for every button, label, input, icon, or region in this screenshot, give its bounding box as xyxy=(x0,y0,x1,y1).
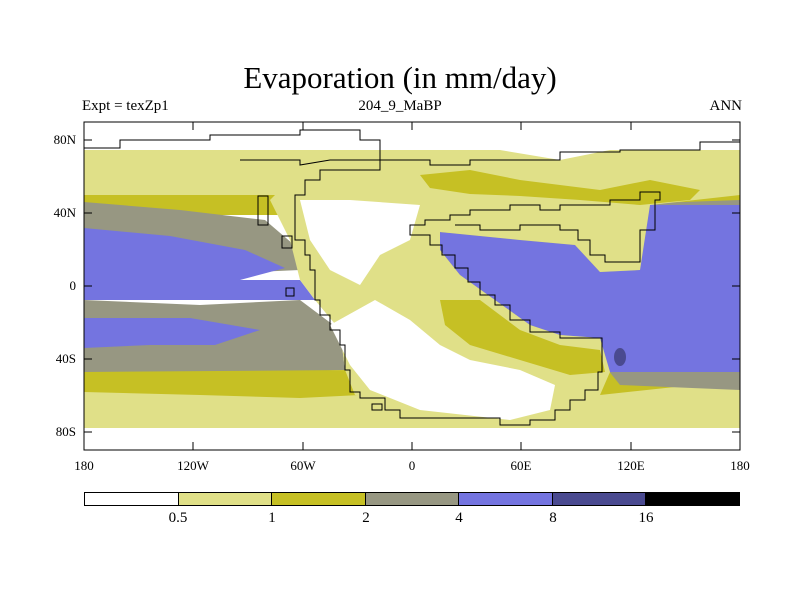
colorbar xyxy=(84,492,740,506)
y-tick-label: 40S xyxy=(55,351,76,366)
plot-title: Evaporation (in mm/day) xyxy=(243,60,557,95)
colorbar-label: 16 xyxy=(638,510,654,526)
colorbar-swatch xyxy=(178,493,273,505)
colorbar-swatch xyxy=(552,493,647,505)
pacific-south-blue xyxy=(84,318,260,348)
pangaea-south-white xyxy=(330,300,555,420)
x-tick-label: 120W xyxy=(177,458,209,473)
x-tick-label: 60E xyxy=(510,458,532,473)
x-tick-label: 120E xyxy=(617,458,645,473)
colorbar-label: 4 xyxy=(455,510,463,526)
age-label: 204_9_MaBP xyxy=(358,98,442,114)
pacific-south-olive xyxy=(84,370,360,398)
colorbar-label: 2 xyxy=(362,510,370,526)
x-tick-label: 0 xyxy=(408,458,416,473)
y-tick-label: 0 xyxy=(69,278,77,293)
colorbar-swatch xyxy=(272,493,366,505)
x-tick-label: 180 xyxy=(730,458,750,473)
colorbar-label: 1 xyxy=(268,510,276,526)
season-label: ANN xyxy=(709,98,743,114)
y-tick-label: 40N xyxy=(53,205,76,220)
colorbar-swatch xyxy=(459,493,553,505)
colorbar-swatch xyxy=(85,493,179,505)
pacific-east-blue xyxy=(84,280,315,300)
coast-north-outline xyxy=(84,129,740,166)
x-tick-label: 180 xyxy=(74,458,94,473)
coast-western-islands xyxy=(257,195,383,411)
pacific-west-blue xyxy=(84,228,285,280)
east-ocean-blue xyxy=(440,205,740,372)
y-tick-label: 80N xyxy=(53,132,76,147)
colorbar-swatch xyxy=(365,493,460,505)
pangaea-south-olive xyxy=(440,300,605,375)
pangaea-interior-white xyxy=(300,200,420,285)
coast-pangaea-outline xyxy=(240,159,661,426)
colorbar-swatch xyxy=(646,493,740,505)
axis-ticks xyxy=(84,122,740,450)
colorbar-label: 8 xyxy=(549,510,557,526)
pangaea-north-olive xyxy=(420,170,700,205)
x-tick-label: 60W xyxy=(290,458,316,473)
colorbar-label: 0.5 xyxy=(168,510,188,526)
southern-blue-spot xyxy=(614,348,626,366)
y-tick-label: 80S xyxy=(55,424,76,439)
band-south-white xyxy=(84,428,740,450)
experiment-label: Expt = texZp1 xyxy=(82,98,169,114)
arctic-white xyxy=(84,122,740,160)
